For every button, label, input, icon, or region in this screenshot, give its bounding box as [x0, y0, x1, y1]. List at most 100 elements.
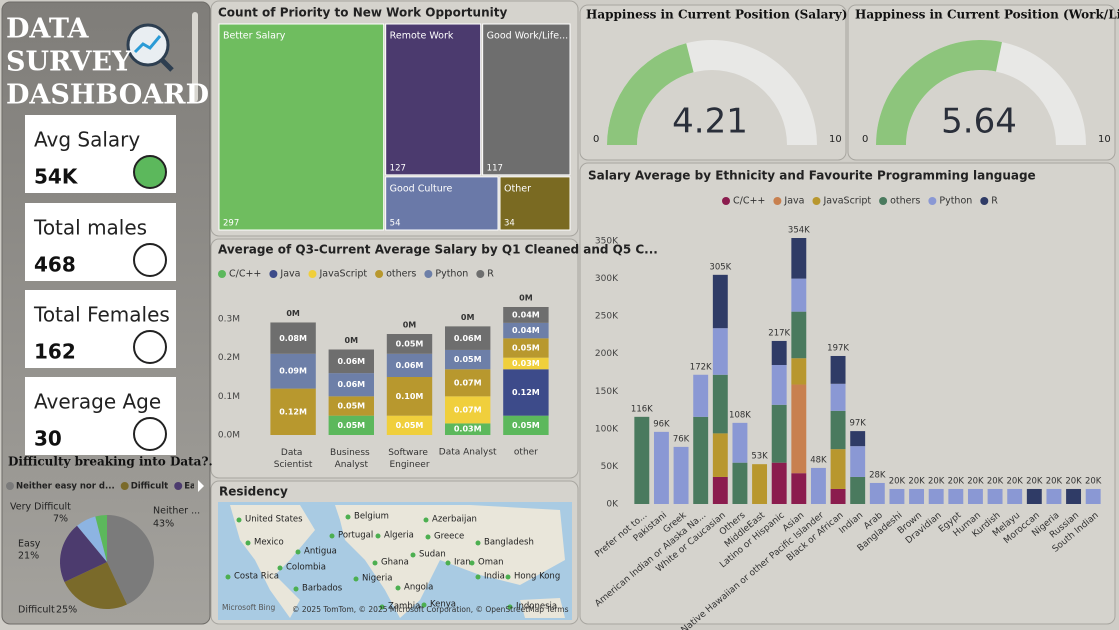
map-point [353, 576, 359, 582]
bar-segment [328, 396, 374, 416]
map-point [505, 574, 511, 580]
bar-segment [386, 334, 433, 354]
total-label: 20K [908, 476, 925, 486]
map-point [410, 552, 416, 558]
legend-marker [120, 482, 129, 490]
map-point [475, 574, 481, 580]
treemap-tile [482, 23, 571, 176]
total-label: 217K [768, 328, 790, 338]
gauge-min: 0 [862, 134, 868, 145]
bar-segment [712, 476, 728, 504]
header-icon [160, 58, 174, 72]
bar-segment [503, 338, 549, 358]
y-tick-label: 200K [595, 349, 619, 359]
tile-label: Remote Work [390, 31, 454, 42]
y-tick-label: 250K [595, 312, 619, 322]
bar-segment [889, 488, 905, 504]
bar-segment [445, 326, 491, 350]
map-land [230, 505, 315, 618]
map-place: United States [245, 515, 303, 525]
map-place: Bangladesh [484, 538, 534, 548]
bar-segment [967, 488, 983, 504]
total-label: 76K [673, 434, 690, 444]
chart-title: Salary Average by Ethnicity and Favourit… [588, 169, 1036, 183]
data-label: 0.08M [279, 334, 307, 343]
map-place: Costa Rica [234, 572, 279, 582]
bar-segment [771, 364, 787, 405]
bar-segment [712, 374, 728, 434]
map-point [236, 517, 242, 523]
y-tick-label: 0.0M [218, 431, 240, 441]
bar-segment [1026, 488, 1042, 504]
bar-segment [445, 349, 491, 370]
kpi-value: 54K [34, 165, 79, 189]
tile-label: Good Work/Life... [487, 31, 568, 42]
y-tick-label: 0.2M [218, 353, 240, 363]
bar-segment [830, 410, 846, 450]
map-point [245, 540, 251, 546]
bar-segment [712, 274, 728, 329]
legend-marker [375, 270, 384, 278]
total-label: 20K [1006, 476, 1023, 486]
total-label: 172K [690, 362, 712, 372]
legend-label: others [386, 269, 416, 280]
total-label: 48K [810, 455, 827, 465]
map-point [421, 602, 427, 608]
bar-segment [386, 353, 433, 377]
bar-segment [503, 357, 549, 370]
data-label: 0.07M [454, 405, 482, 414]
kpi-icon [133, 417, 167, 451]
data-label: 0.06M [337, 380, 365, 389]
kpi-label: Total males [33, 216, 147, 240]
bar-segment [850, 476, 866, 504]
map-attribution: © 2025 TomTom, © 2025 Microsoft Corporat… [292, 605, 569, 614]
tile-label: Other [504, 183, 531, 194]
bar-segment [445, 396, 491, 424]
map-point [423, 517, 429, 523]
kpi-value: 468 [34, 253, 76, 277]
map-point [425, 534, 431, 540]
data-label: 0M [403, 321, 417, 330]
bar-segment [693, 374, 709, 417]
bar-segment [791, 278, 807, 312]
scrollbar[interactable] [192, 12, 198, 102]
gauge-value: 4.21 [672, 102, 748, 142]
map-point [475, 540, 481, 546]
map-place: India [484, 572, 505, 582]
total-label: 20K [948, 476, 965, 486]
map-title: Residency [219, 485, 288, 499]
legend-marker [879, 197, 888, 205]
bar-segment [928, 488, 944, 504]
map-point [225, 574, 231, 580]
data-label: 0.12M [512, 388, 540, 397]
bar-segment [948, 488, 964, 504]
panel [579, 4, 847, 161]
map-point [375, 533, 381, 539]
bar-segment [909, 488, 925, 504]
legend-marker [928, 197, 937, 205]
chart-title: Happiness in Current Position (Work/Life… [855, 8, 1119, 22]
data-label: 0M [519, 294, 533, 303]
bar-segment [771, 340, 787, 365]
pie-value-label: 25% [56, 605, 77, 616]
legend-label: R [487, 269, 494, 280]
gauge-value: 5.64 [941, 102, 1017, 142]
bar-segment [270, 322, 316, 354]
bar-segment [634, 416, 650, 504]
header-icon [126, 23, 170, 67]
map-place: Nigeria [362, 574, 392, 584]
legend: Neither easy nor d...DifficultEasyVery D… [6, 482, 194, 492]
y-tick-label: 350K [595, 237, 619, 247]
pie-slice [64, 562, 128, 609]
legend-next[interactable] [198, 480, 204, 492]
legend-marker [6, 482, 14, 490]
tile-value: 297 [223, 219, 239, 229]
map-place: Colombia [286, 563, 326, 573]
treemap-tile [385, 176, 499, 231]
gauge-fill [876, 40, 1002, 146]
data-label: 0.06M [396, 361, 424, 370]
map-place: Barbados [302, 584, 343, 594]
total-label: 108K [729, 410, 751, 420]
bar-segment [791, 238, 807, 279]
